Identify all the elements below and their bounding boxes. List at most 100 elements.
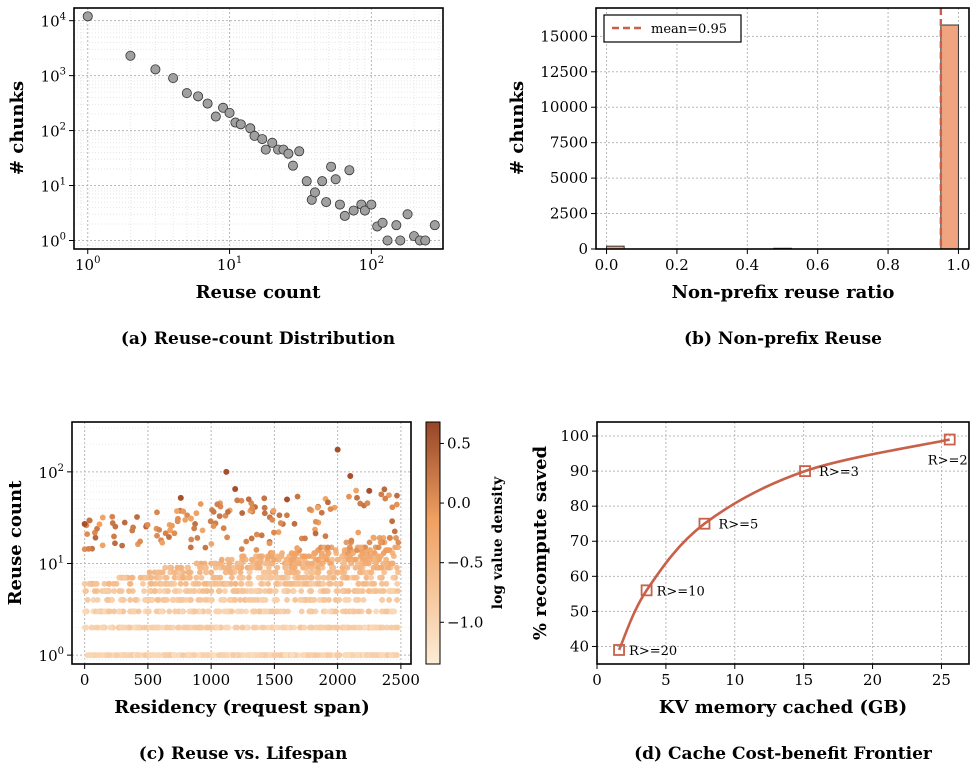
scatter-point-c — [364, 500, 371, 507]
legend-label-b: mean=0.95 — [651, 22, 727, 37]
scatter-point-c — [203, 624, 210, 631]
scatter-point-c — [255, 574, 262, 581]
scatter-point-c — [86, 517, 93, 524]
y-tick-label-a: 102 — [41, 122, 66, 141]
data-point-d — [613, 644, 625, 656]
x-tick-label-c: 1000 — [192, 671, 230, 689]
data-point-a — [391, 220, 402, 231]
scatter-point-c — [176, 569, 183, 576]
scatter-point-c — [193, 510, 200, 517]
scatter-point-c — [293, 560, 300, 567]
scatter-point-c — [197, 597, 204, 603]
y-tick-label-b: 12500 — [540, 63, 588, 81]
scatter-point-c — [245, 597, 252, 603]
scatter-point-c — [359, 550, 366, 556]
data-point-a — [326, 161, 337, 172]
scatter-point-c — [130, 608, 136, 615]
x-tick-label-b: 0.4 — [735, 256, 759, 274]
scatter-point-c — [345, 588, 352, 594]
point-label-d: R>=3 — [819, 465, 859, 480]
scatter-point-c — [162, 530, 169, 537]
axes-frame-a — [73, 7, 444, 250]
scatter-point-c — [87, 652, 94, 659]
data-point-a — [245, 123, 256, 134]
scatter-point-c — [249, 505, 256, 512]
data-point-a — [193, 91, 204, 102]
scatter-point-c — [325, 499, 331, 506]
scatter-point-c — [183, 597, 189, 603]
scatter-point-c — [90, 597, 97, 603]
point-label-d: R>=5 — [718, 518, 758, 533]
scatter-point-c — [354, 494, 360, 501]
y-tick-label-c: 100 — [39, 646, 64, 665]
scatter-point-c — [177, 597, 184, 603]
scatter-point-c — [191, 624, 198, 631]
scatter-point-c — [184, 574, 191, 581]
scatter-point-c — [164, 624, 171, 631]
scatter-point-c — [218, 624, 224, 631]
scatter-point-c — [113, 652, 120, 659]
scatter-point-c — [384, 547, 391, 553]
scatter-point-c — [350, 652, 356, 659]
scatter-point-c — [362, 624, 369, 631]
scatter-point-c — [227, 569, 234, 576]
data-point-a — [150, 64, 161, 75]
x-tick-label-c: 2500 — [382, 671, 420, 689]
scatter-point-c — [317, 624, 324, 631]
scatter-point-c — [166, 608, 173, 615]
scatter-point-c — [368, 569, 375, 576]
scatter-point-c — [175, 624, 181, 631]
scatter-point-c — [212, 580, 219, 587]
scatter-point-c — [271, 529, 277, 536]
scatter-point-c — [214, 501, 221, 508]
scatter-point-c — [194, 535, 201, 541]
data-point-a — [202, 98, 213, 109]
data-point-a — [366, 199, 377, 210]
scatter-point-c — [243, 608, 249, 615]
scatter-point-c — [223, 468, 230, 475]
scatter-point-c — [174, 518, 181, 525]
scatter-point-c — [184, 624, 191, 631]
x-tick-label-b: 0.8 — [876, 256, 900, 274]
y-tick-label-d: 90 — [570, 462, 589, 480]
scatter-point-c — [111, 533, 117, 540]
scatter-point-c — [303, 597, 310, 603]
scatter-point-c — [312, 518, 319, 525]
scatter-point-c — [198, 574, 205, 581]
scatter-point-c — [186, 569, 193, 576]
scatter-point-c — [258, 580, 264, 587]
scatter-point-c — [391, 528, 398, 535]
scatter-point-c — [298, 588, 305, 594]
scatter-point-c — [378, 652, 385, 659]
scatter-point-c — [332, 569, 339, 576]
x-tick-label-d: 20 — [863, 671, 882, 689]
data-point-a — [377, 217, 388, 228]
data-point-a — [82, 11, 93, 22]
scatter-point-c — [153, 608, 160, 615]
scatter-point-c — [191, 608, 198, 615]
scatter-point-c — [211, 560, 218, 567]
scatter-point-c — [230, 564, 237, 571]
colorbar-tick-label: −1.0 — [447, 613, 483, 631]
scatter-point-c — [86, 580, 93, 587]
scatter-point-c — [275, 529, 282, 536]
scatter-point-c — [193, 574, 200, 581]
scatter-point-c — [177, 564, 184, 571]
scatter-point-c — [147, 652, 153, 659]
scatter-point-c — [85, 545, 92, 552]
scatter-point-c — [91, 588, 98, 594]
scatter-point-c — [251, 624, 258, 631]
scatter-point-c — [382, 495, 389, 502]
scatter-point-c — [357, 544, 364, 551]
scatter-point-c — [336, 652, 342, 659]
scatter-point-c — [309, 560, 316, 567]
scatter-point-c — [301, 624, 308, 631]
scatter-point-c — [232, 485, 239, 492]
scatter-point-c — [120, 597, 127, 603]
scatter-point-c — [144, 522, 151, 528]
scatter-point-c — [107, 624, 114, 631]
data-point-a — [339, 210, 350, 221]
scatter-point-c — [355, 608, 362, 615]
scatter-point-c — [294, 545, 300, 551]
scatter-point-c — [155, 569, 162, 576]
